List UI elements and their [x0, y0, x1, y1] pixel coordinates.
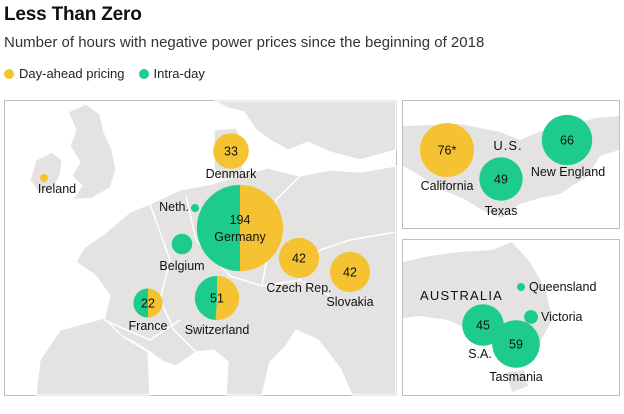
- scandinavia-shape: [213, 100, 397, 161]
- bubble-france-day-ahead: [148, 288, 163, 318]
- value-label-tasmania: 59: [509, 338, 523, 352]
- bubble-new-england: 66 New England: [531, 114, 605, 179]
- name-label-tasmania: Tasmania: [489, 370, 543, 384]
- bubble-texas-circle: [479, 157, 523, 201]
- bubble-victoria-circle: [524, 310, 538, 324]
- border-line-5: [103, 319, 181, 341]
- bubble-denmark: 33 Denmark: [206, 133, 257, 181]
- name-label-ireland: Ireland: [38, 182, 76, 196]
- value-label-germany: 194: [230, 213, 251, 227]
- name-label-texas: Texas: [485, 204, 518, 218]
- europe-landmass: [29, 100, 397, 396]
- value-label-slovakia: 42: [343, 266, 357, 280]
- bubble-queensland-circle: [517, 283, 525, 291]
- name-label-czech-rep: Czech Rep.: [266, 281, 331, 295]
- bubble-tasmania: 59 Tasmania: [489, 320, 543, 384]
- chart-subtitle: Number of hours with negative power pric…: [4, 34, 485, 51]
- value-label-new-england: 66: [560, 134, 574, 148]
- name-label-neth: Neth.: [159, 200, 189, 214]
- name-label-victoria: Victoria: [541, 310, 583, 324]
- legend-swatch-day-ahead: [4, 68, 14, 79]
- bubble-czech-rep: 42 Czech Rep.: [266, 237, 332, 295]
- bubble-germany-day-ahead: [240, 184, 284, 272]
- bubble-germany: 194 Germany: [196, 184, 284, 272]
- bubble-belgium-circle: [171, 233, 193, 255]
- panel-europe: 33 Denmark Ireland Neth. 194 Germany Belgium 42…: [4, 100, 397, 396]
- legend-item-intra-day: Intra-day: [138, 66, 205, 81]
- legend-label-day-ahead: Day-ahead pricing: [19, 66, 125, 81]
- name-label-france: France: [129, 319, 168, 333]
- britain-shape: [67, 103, 117, 201]
- value-label-switzerland: 51: [210, 292, 224, 306]
- tasmania-shape: [506, 370, 528, 392]
- panel-australia: AUSTRALIA Queensland Victoria 45 S.A. 59 Tasm…: [402, 239, 620, 396]
- bubble-california-circle: [419, 122, 475, 178]
- us-region-label: U.S.: [493, 138, 522, 153]
- australia-region-label: AUSTRALIA: [420, 288, 503, 303]
- value-label-czech-rep: 42: [292, 252, 306, 266]
- name-label-denmark: Denmark: [206, 167, 257, 181]
- bubble-california: 76* California: [419, 122, 475, 193]
- name-label-new-england: New England: [531, 165, 605, 179]
- chart-title: Less Than Zero: [4, 4, 142, 25]
- bubble-ireland: Ireland: [38, 174, 76, 196]
- bubble-tasmania-circle: [492, 320, 540, 368]
- bubble-texas: 49 Texas: [479, 157, 523, 218]
- bubble-queensland: Queensland: [517, 280, 596, 294]
- bubble-france: 22 France: [129, 288, 168, 333]
- value-label-texas: 49: [494, 173, 508, 187]
- value-label-denmark: 33: [224, 145, 238, 159]
- border-line-2: [185, 195, 331, 297]
- bubble-switzerland-intra-day: [194, 275, 217, 321]
- name-label-california: California: [421, 179, 474, 193]
- name-label-slovakia: Slovakia: [326, 295, 373, 309]
- legend: Day-ahead pricing Intra-day: [4, 66, 205, 81]
- bubble-belgium: Belgium: [159, 233, 205, 273]
- name-label-belgium: Belgium: [159, 259, 204, 273]
- bubble-slovakia: 42 Slovakia: [326, 251, 374, 309]
- bubble-new-england-circle: [541, 114, 593, 166]
- bubble-s-a: 45 S.A.: [462, 304, 504, 361]
- bubble-ireland-circle: [40, 174, 48, 182]
- panel-us: U.S. 76* California 66 New England 49 Texas: [402, 100, 620, 229]
- value-label-france: 22: [141, 297, 155, 311]
- bubble-switzerland: 51 Switzerland: [185, 275, 250, 337]
- bubble-slovakia-circle: [329, 251, 371, 293]
- name-label-queensland: Queensland: [529, 280, 596, 294]
- legend-item-day-ahead: Day-ahead pricing: [4, 66, 125, 81]
- value-label-s-a: 45: [476, 319, 490, 333]
- legend-swatch-intra-day: [138, 68, 149, 79]
- legend-label-intra-day: Intra-day: [153, 66, 205, 81]
- bubble-s-a-circle: [462, 304, 504, 346]
- value-label-california: 76*: [438, 144, 457, 158]
- bubble-czech-rep-circle: [278, 237, 320, 279]
- name-label-s-a: S.A.: [468, 347, 492, 361]
- bubble-neth-circle: [191, 204, 199, 212]
- bubble-germany-intra-day: [196, 184, 240, 272]
- name-label-switzerland: Switzerland: [185, 323, 250, 337]
- bubble-switzerland-day-ahead: [215, 275, 240, 321]
- name-label-germany: Germany: [214, 230, 266, 244]
- bubble-victoria: Victoria: [524, 310, 583, 324]
- bubble-denmark-circle: [213, 133, 249, 169]
- bubble-neth: Neth.: [159, 200, 199, 214]
- ireland-shape: [29, 151, 63, 193]
- bubble-france-intra-day: [133, 288, 148, 318]
